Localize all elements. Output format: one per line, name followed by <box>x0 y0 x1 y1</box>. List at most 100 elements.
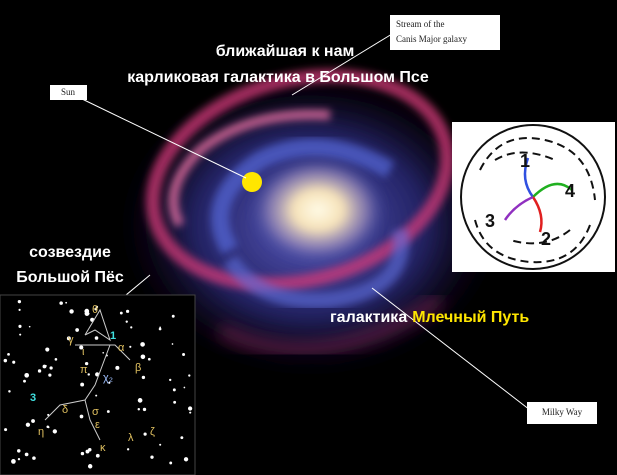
star <box>171 314 175 318</box>
star <box>84 308 90 314</box>
star <box>84 361 89 366</box>
caption: ближайшая к нам <box>216 43 355 60</box>
star <box>137 407 141 411</box>
star <box>79 345 84 350</box>
star-labels: θ γι 1αβ π χ₂ 3 δ σ η ε λ κ ζ <box>30 304 155 454</box>
star <box>94 336 99 340</box>
star-label: 3 <box>30 392 36 404</box>
caption-highlight: Млечный Путь <box>412 309 529 326</box>
star-label: δ <box>62 404 68 416</box>
star <box>125 320 128 323</box>
star <box>143 432 147 436</box>
star <box>87 464 93 469</box>
star <box>95 394 98 397</box>
star <box>49 366 53 370</box>
star <box>69 309 74 314</box>
star <box>37 369 42 373</box>
star-label: α <box>118 342 125 354</box>
caption-prefix: галактика <box>330 309 407 326</box>
stream-label-box <box>390 15 500 50</box>
arm-number: 2 <box>541 229 551 249</box>
star-label: ε <box>95 419 100 431</box>
star-label: 1 <box>110 330 116 342</box>
star <box>17 299 22 304</box>
star <box>25 422 31 427</box>
star <box>48 373 52 377</box>
star-label: κ <box>100 442 106 454</box>
star <box>87 373 90 376</box>
milky-way-label-box <box>527 402 597 424</box>
arm-labels: 1 2 3 4 <box>485 151 575 249</box>
star <box>183 457 189 462</box>
star-label: γ <box>68 334 74 346</box>
star-label: β <box>135 362 141 374</box>
star <box>54 358 58 361</box>
star <box>52 429 57 434</box>
star-label: π <box>80 364 88 376</box>
star <box>95 305 99 309</box>
star <box>126 448 130 451</box>
star <box>172 388 176 392</box>
star <box>66 336 71 341</box>
star <box>141 375 146 380</box>
star <box>18 308 21 311</box>
star-label: ι <box>82 346 85 358</box>
sun-label-box <box>50 85 87 100</box>
star <box>59 301 63 305</box>
star <box>150 455 154 459</box>
star <box>95 453 100 458</box>
star <box>3 358 8 363</box>
star <box>115 365 120 370</box>
star <box>65 301 68 304</box>
star <box>147 357 151 361</box>
galaxy <box>120 68 500 375</box>
star <box>32 456 36 460</box>
star <box>183 386 186 389</box>
star <box>19 333 22 336</box>
star <box>8 390 11 393</box>
star <box>171 343 174 345</box>
star <box>11 459 16 464</box>
star <box>31 419 35 423</box>
star <box>23 379 26 383</box>
arm-diagram <box>452 122 615 272</box>
star <box>169 378 172 382</box>
star-label: λ <box>128 432 134 444</box>
star-map <box>0 294 196 475</box>
star-label: ζ <box>150 426 155 438</box>
star <box>45 365 47 367</box>
star <box>46 425 50 429</box>
star <box>85 449 90 454</box>
sun-label: Sun <box>61 87 76 97</box>
star <box>180 436 184 440</box>
star <box>182 353 186 357</box>
arm-number: 4 <box>565 181 575 201</box>
star <box>79 414 84 419</box>
star <box>80 382 85 387</box>
star <box>126 309 130 313</box>
star <box>94 307 98 311</box>
star <box>187 406 193 411</box>
star <box>18 324 22 328</box>
star <box>12 360 16 364</box>
star <box>47 413 50 416</box>
star <box>106 410 110 413</box>
star <box>24 372 30 378</box>
arm-number: 1 <box>520 151 530 171</box>
star <box>28 325 31 328</box>
star <box>108 381 111 384</box>
sun-marker <box>242 172 262 192</box>
stream-label: Stream of the <box>396 19 445 29</box>
star <box>45 347 50 352</box>
star-label: η <box>38 426 44 438</box>
milky-way-label: Milky Way <box>542 407 583 417</box>
caption: созвездие <box>29 244 111 261</box>
stream-label: Canis Major galaxy <box>396 34 467 44</box>
star <box>129 345 132 348</box>
star <box>137 398 143 403</box>
star <box>75 328 79 332</box>
arm-number: 3 <box>485 211 495 231</box>
star <box>119 311 123 315</box>
star <box>102 351 105 354</box>
